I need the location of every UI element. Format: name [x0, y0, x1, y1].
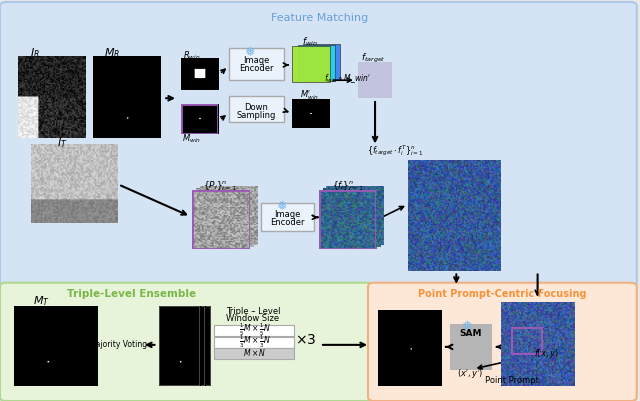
Bar	[292, 46, 330, 82]
Text: $M_{win}$: $M_{win}$	[182, 132, 201, 145]
Bar	[214, 348, 294, 359]
Text: $\{P_i\}_{i=1}^n$: $\{P_i\}_{i=1}^n$	[202, 180, 237, 193]
Bar	[229, 48, 284, 80]
Bar	[214, 325, 294, 336]
FancyBboxPatch shape	[0, 283, 374, 401]
Text: Point Prompt: Point Prompt	[485, 376, 539, 385]
Text: $\frac{1}{3}M \times \frac{1}{3}N$: $\frac{1}{3}M \times \frac{1}{3}N$	[239, 334, 271, 350]
Text: $M_R$: $M_R$	[104, 46, 120, 60]
Text: $\times 3$: $\times 3$	[294, 333, 316, 347]
Text: Point Prompt-Centric Focusing: Point Prompt-Centric Focusing	[418, 289, 587, 298]
Text: $M \times N$: $M \times N$	[243, 347, 266, 358]
Text: Triple – Level: Triple – Level	[225, 308, 280, 316]
Text: $f(x, y)$: $f(x, y)$	[534, 347, 559, 360]
Bar	[229, 96, 284, 122]
Bar	[298, 45, 335, 81]
Text: $f_{target}$: $f_{target}$	[361, 52, 385, 65]
Text: $\{f_i\}_{i=1}^n$: $\{f_i\}_{i=1}^n$	[332, 180, 364, 193]
Text: $(x', y')$: $(x', y')$	[457, 367, 484, 380]
Text: Window Size: Window Size	[226, 314, 280, 323]
Text: Image: Image	[274, 210, 301, 219]
Text: Encoder: Encoder	[239, 65, 273, 73]
Text: $f_{win}$: $f_{win}$	[302, 36, 317, 49]
Text: ❅: ❅	[276, 200, 287, 213]
FancyBboxPatch shape	[368, 283, 637, 401]
Text: $\{f_{target} \cdot f_i^T\}_{i=1}^n$: $\{f_{target} \cdot f_i^T\}_{i=1}^n$	[367, 143, 424, 158]
Text: $\frac{1}{5}M \times \frac{1}{5}N$: $\frac{1}{5}M \times \frac{1}{5}N$	[239, 322, 271, 338]
Text: Image: Image	[243, 57, 269, 65]
Text: Majority Voting: Majority Voting	[90, 340, 147, 349]
Bar	[450, 324, 492, 370]
Text: ❅: ❅	[461, 320, 471, 333]
Bar	[303, 44, 340, 80]
Text: Encoder: Encoder	[270, 218, 305, 227]
Text: $f_{win} \circ M\_win'$: $f_{win} \circ M\_win'$	[324, 72, 371, 85]
FancyBboxPatch shape	[0, 2, 637, 287]
Text: $M_T$: $M_T$	[33, 295, 50, 308]
Text: SAM: SAM	[459, 329, 482, 338]
Bar	[261, 203, 314, 231]
Text: Triple-Level Ensemble: Triple-Level Ensemble	[67, 289, 196, 298]
Text: $I_T$: $I_T$	[58, 137, 68, 150]
Text: $R_{win}$: $R_{win}$	[182, 49, 200, 62]
Text: Sampling: Sampling	[236, 111, 276, 119]
Bar	[214, 337, 294, 348]
Text: $I_R$: $I_R$	[30, 46, 40, 60]
Text: ❅: ❅	[244, 47, 255, 59]
Text: Down: Down	[244, 103, 268, 111]
Text: Feature Matching: Feature Matching	[271, 13, 369, 23]
Text: $M_{win}'$: $M_{win}'$	[300, 89, 319, 102]
